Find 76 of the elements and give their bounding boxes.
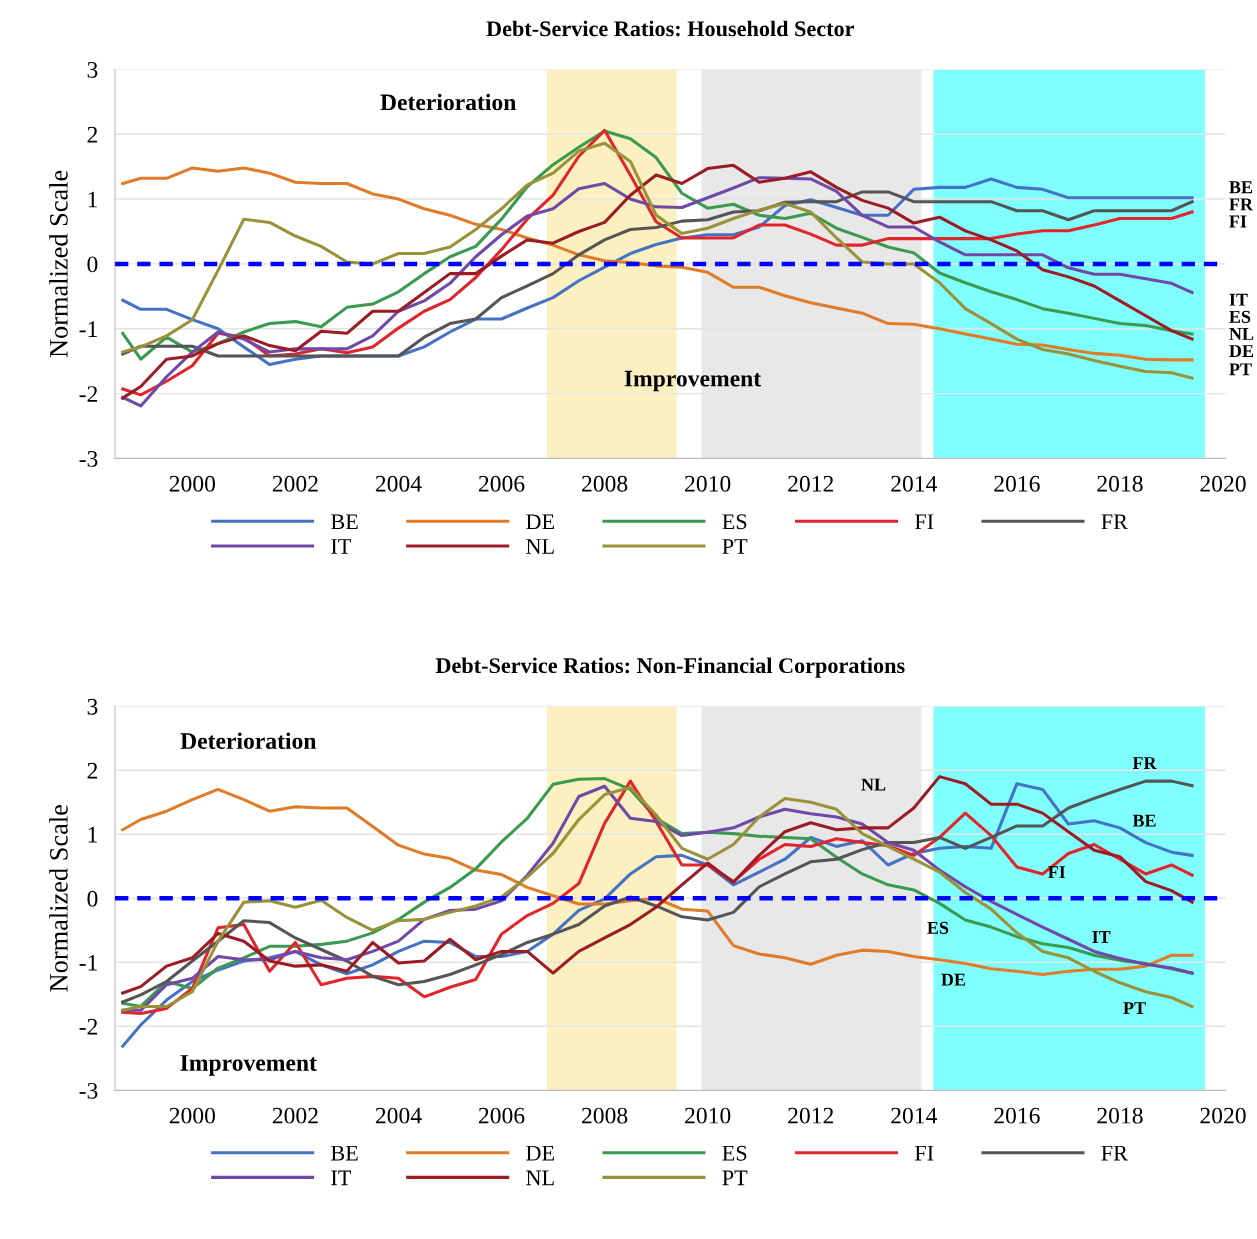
x-tick-label: 2008 [582,475,628,492]
x-tick-label: 2002 [272,475,318,492]
x-tick-label: 2014 [891,475,938,492]
text: DE [1229,345,1254,357]
x-tick-label: 2002 [272,1107,318,1124]
legend-label: FR [1101,514,1128,529]
annotation: Deterioration [180,732,317,750]
annotation: Deterioration [380,93,517,111]
x-tick-label: 2004 [375,475,422,492]
annotation: Improvement [624,370,762,392]
annotation: Improvement [180,1055,317,1076]
text: PT [1229,363,1252,376]
legend-label: DE [526,1145,554,1161]
x-tick-label: 2020 [1200,475,1246,492]
text: PT [1123,1002,1146,1014]
x-tick-label: 2020 [1200,1107,1246,1124]
text: DE [941,973,966,986]
x-tick-label: 2014 [891,1107,938,1124]
legend-label: DE [526,514,554,530]
text: FI [1048,866,1066,879]
legend-label: BE [331,514,358,530]
legend-label: FI [914,514,934,529]
y-tick-label: 3 [87,61,98,78]
x-tick-label: 2004 [375,1107,422,1124]
legend-label: ES [722,1145,747,1161]
text: ES [927,921,949,934]
chart-title: Debt-Service Ratios: Non-Financial Corporations [435,657,905,678]
x-tick-label: 2018 [1097,475,1143,492]
legend-label: BE [331,1145,358,1161]
y-tick-label: -1 [79,321,97,337]
y-tick-label: 2 [87,126,98,143]
y-tick-label: 0 [87,256,98,273]
y-tick-label: -1 [79,954,97,971]
legend-label: PT [722,1170,748,1186]
x-tick-label: 2018 [1097,1107,1143,1124]
legend-label: ES [722,514,747,530]
y-tick-label: 2 [87,762,98,779]
y-axis-title: Normalized Scale [49,805,68,992]
legend-label: IT [331,539,352,554]
x-tick-label: 2012 [788,475,834,492]
x-tick-label: 2006 [478,475,525,492]
text: BE [1229,181,1253,194]
y-tick-label: -3 [79,450,98,467]
chart-title: Debt-Service Ratios: Household Sector [486,20,855,37]
text: FR [1132,757,1157,769]
y-tick-label: -2 [79,386,98,402]
legend-label: NL [526,539,554,554]
y-tick-label: -2 [79,1018,98,1035]
y-axis-title: Normalized Scale [49,170,68,358]
legend-label: FI [914,1145,934,1161]
x-tick-label: 2012 [788,1107,834,1124]
text: ES [1229,310,1251,323]
text: NL [1229,328,1254,340]
x-tick-label: 2006 [478,1107,525,1124]
legend-label: IT [331,1170,352,1186]
y-tick-label: 0 [87,890,98,907]
x-tick-label: 2008 [582,1107,628,1124]
x-tick-label: 2016 [994,475,1040,492]
x-tick-label: 2000 [169,475,216,492]
x-tick-label: 2016 [994,1107,1040,1124]
y-tick-label: 3 [87,698,98,715]
legend-label: FR [1101,1145,1128,1161]
legend-label: PT [722,539,748,554]
text: IT [1092,931,1111,943]
x-tick-label: 2010 [685,475,731,492]
y-tick-label: 1 [88,191,97,208]
text: NL [861,778,886,791]
text: FR [1229,198,1254,211]
text: FI [1229,215,1247,228]
text: BE [1132,814,1156,827]
text: IT [1229,293,1248,306]
y-tick-label: -3 [79,1082,98,1099]
x-tick-label: 2000 [169,1107,216,1124]
y-tick-label: 1 [88,826,97,843]
x-tick-label: 2010 [685,1107,731,1124]
legend-label: NL [526,1170,554,1186]
